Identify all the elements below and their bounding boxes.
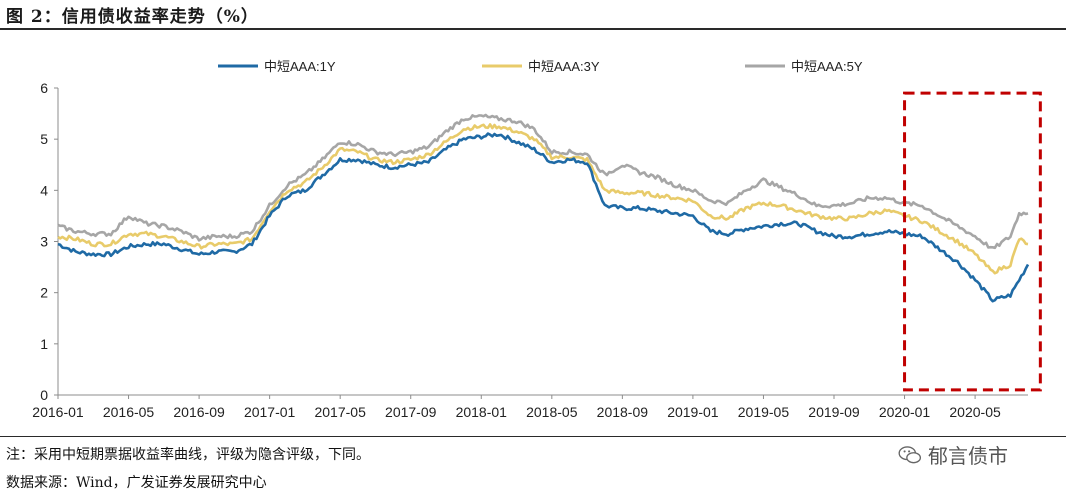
footnote: 注：采用中短期票据收益率曲线，评级为隐含评级，下同。 [6, 447, 370, 463]
y-tick-label: 3 [40, 234, 48, 250]
y-tick-label: 0 [40, 387, 48, 403]
legend-label-1: 中短AAA:1Y [264, 59, 336, 74]
x-tick-label: 2019-01 [667, 404, 719, 420]
x-tick-label: 2017-09 [385, 404, 437, 420]
source-note: 数据来源：Wind，广发证券发展研究中心 [6, 475, 267, 491]
series-line-2 [57, 123, 1029, 275]
watermark-text: 郁言债市 [928, 444, 1008, 468]
wechat-icon [898, 445, 922, 463]
series-lines [57, 113, 1030, 303]
chart-title: 图 2：信用债收益率走势（%） [6, 7, 259, 27]
y-tick-label: 5 [40, 131, 48, 147]
series-line-1 [57, 132, 1030, 303]
footer-rule [0, 436, 1066, 437]
x-tick-label: 2018-01 [456, 404, 508, 420]
y-tick-label: 6 [40, 80, 48, 96]
x-tick-label: 2018-05 [526, 404, 578, 420]
highlight-box [903, 91, 1042, 392]
y-tick-label: 4 [40, 182, 48, 198]
x-tick-label: 2016-05 [103, 404, 155, 420]
y-tick-label: 2 [40, 285, 48, 301]
x-tick-label: 2016-01 [32, 404, 84, 420]
y-tick-label: 1 [40, 336, 48, 352]
legend-label-3: 中短AAA:5Y [791, 59, 863, 74]
x-tick-label: 2019-05 [738, 404, 790, 420]
x-tick-label: 2016-09 [173, 404, 225, 420]
x-tick-label: 2019-09 [808, 404, 860, 420]
title-rule [0, 28, 1066, 30]
x-tick-label: 2020-01 [879, 404, 931, 420]
series-line-3 [57, 113, 1029, 250]
line-chart: 中短AAA:1Y 中短AAA:3Y 中短AAA:5Y 0 1 2 3 4 5 6 2016-01 2… [32, 59, 1042, 420]
x-tick-label: 2017-05 [314, 404, 366, 420]
x-tick-label: 2017-01 [244, 404, 296, 420]
watermark: 郁言债市 [898, 440, 1008, 469]
axes: 0 1 2 3 4 5 6 2016-01 2016-05 2016-09 2017-01 2017-… [32, 80, 1028, 420]
x-tick-label: 2020-05 [949, 404, 1001, 420]
legend: 中短AAA:1Y 中短AAA:3Y 中短AAA:5Y [218, 59, 863, 74]
x-tick-label: 2018-09 [597, 404, 649, 420]
legend-label-2: 中短AAA:3Y [528, 59, 600, 74]
